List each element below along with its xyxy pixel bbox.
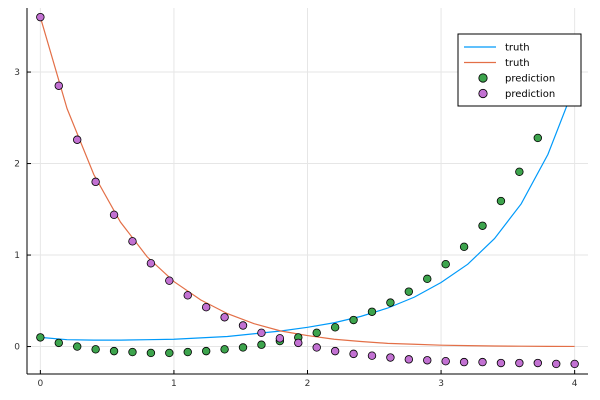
data-point-s3-13 <box>275 334 285 343</box>
axes <box>26 8 588 375</box>
series-line-1 <box>39 16 575 348</box>
data-point-s3-15 <box>312 343 321 352</box>
legend-label-1: truth <box>505 58 530 69</box>
series-line-0 <box>40 85 576 341</box>
data-point-s2-11 <box>238 343 248 352</box>
data-point-s3-22 <box>441 356 450 366</box>
data-point-s2-17 <box>349 315 358 325</box>
legend-swatch-marker-2 <box>478 73 488 83</box>
data-point-s2-6 <box>146 348 156 358</box>
data-point-s3-14 <box>294 338 303 348</box>
y-tick-label: 3 <box>14 68 20 78</box>
series-layer <box>36 12 579 369</box>
data-point-s2-19 <box>386 298 395 307</box>
y-tick-label: 1 <box>14 251 20 261</box>
data-point-s3-8 <box>183 291 192 300</box>
data-point-s2-4 <box>109 346 119 356</box>
data-point-s2-2 <box>73 342 82 351</box>
data-point-s3-10 <box>220 313 229 322</box>
data-point-s3-20 <box>404 355 414 364</box>
data-point-s2-5 <box>128 347 137 357</box>
data-point-s2-25 <box>496 196 506 206</box>
data-point-s3-21 <box>423 356 432 365</box>
data-point-s2-3 <box>91 345 100 354</box>
data-point-s2-15 <box>312 328 321 338</box>
data-point-s2-23 <box>459 242 469 252</box>
legend-swatch-marker-3 <box>478 88 488 99</box>
data-point-s2-18 <box>367 307 377 316</box>
data-point-s3-9 <box>201 303 211 312</box>
data-point-s2-12 <box>257 340 266 349</box>
data-point-s3-19 <box>386 353 395 362</box>
data-point-s3-28 <box>552 359 561 369</box>
data-point-s2-8 <box>183 347 192 357</box>
x-tick-label: 3 <box>438 379 444 389</box>
data-point-s3-26 <box>515 358 524 368</box>
data-point-s2-27 <box>533 133 542 143</box>
data-point-s2-22 <box>441 260 450 269</box>
data-point-s2-0 <box>36 333 45 342</box>
data-point-s3-1 <box>54 81 63 90</box>
data-point-s3-24 <box>478 357 487 367</box>
data-point-s3-3 <box>91 177 100 187</box>
data-point-s2-9 <box>201 346 211 356</box>
data-point-s3-25 <box>496 358 506 368</box>
x-tick-label: 0 <box>37 379 43 389</box>
data-point-s2-21 <box>423 274 432 284</box>
data-point-s2-16 <box>330 323 340 332</box>
data-point-s2-7 <box>165 348 174 358</box>
tick-labels: 0 1 2 3 4 0 1 2 3 <box>14 68 578 389</box>
data-point-s3-29 <box>570 359 579 369</box>
data-point-s2-24 <box>478 221 487 230</box>
x-tick-label: 4 <box>572 379 578 389</box>
y-tick-label: 2 <box>14 160 20 170</box>
data-point-s3-23 <box>459 357 469 367</box>
legend-label-0: truth <box>505 43 530 54</box>
data-point-s3-2 <box>73 135 82 144</box>
legend-label-2: prediction <box>505 74 555 85</box>
data-point-s3-7 <box>165 276 174 285</box>
y-tick-label: 0 <box>14 343 20 353</box>
data-point-s3-6 <box>146 259 156 268</box>
data-point-s3-5 <box>128 237 137 246</box>
data-point-s2-26 <box>515 167 524 176</box>
data-point-s2-1 <box>54 338 63 348</box>
data-point-s2-10 <box>220 345 229 354</box>
data-point-s3-17 <box>349 349 358 359</box>
x-tick-label: 2 <box>305 379 311 389</box>
data-point-s3-11 <box>238 321 248 330</box>
data-point-s3-18 <box>367 351 377 360</box>
data-point-s3-12 <box>257 328 266 338</box>
data-point-s3-16 <box>330 346 340 356</box>
data-point-s3-27 <box>533 358 542 368</box>
x-tick-label: 1 <box>171 379 177 389</box>
data-point-s3-4 <box>109 210 119 219</box>
data-point-s3-0 <box>36 12 45 22</box>
legend: truth truth prediction prediction <box>457 33 582 107</box>
data-point-s2-20 <box>404 287 414 296</box>
legend-label-3: prediction <box>505 89 555 100</box>
